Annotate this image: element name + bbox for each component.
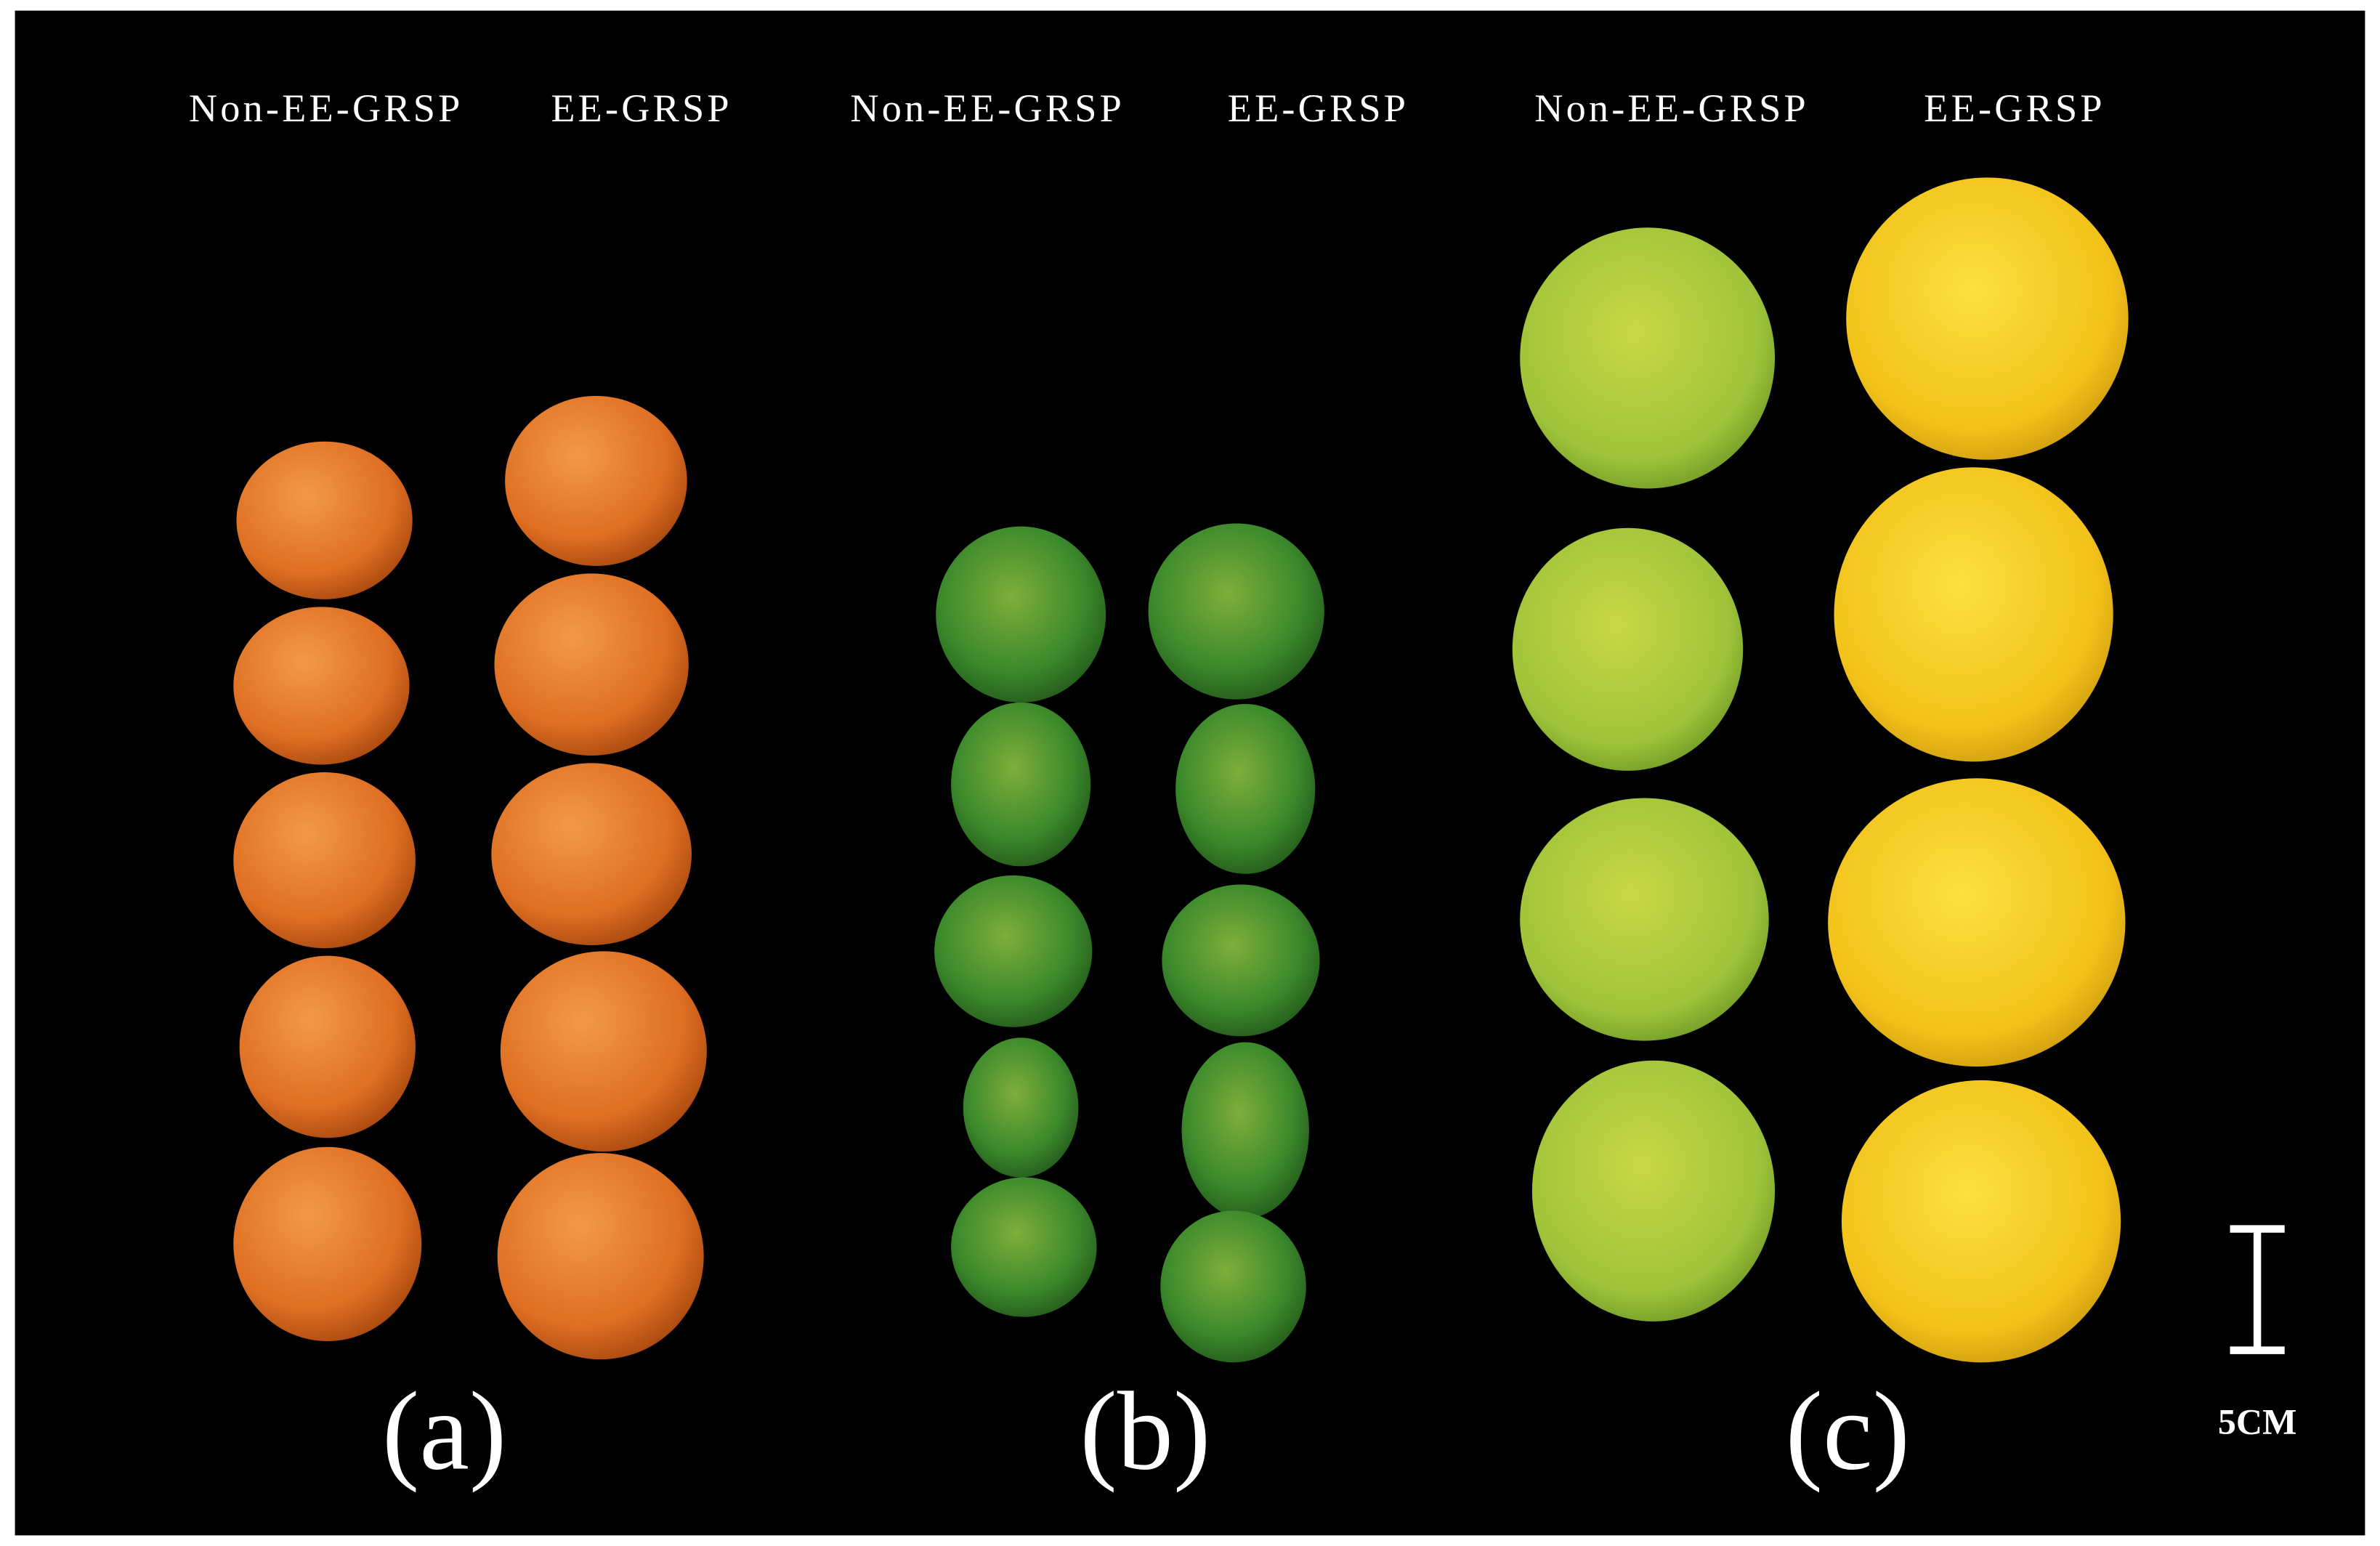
column-label: Non-EE-GRSP	[189, 86, 464, 130]
panel-label: (b)	[1080, 1369, 1210, 1493]
fruit	[1148, 523, 1324, 700]
fruit	[239, 955, 416, 1138]
fruit	[1834, 467, 2113, 762]
fruit	[233, 607, 410, 765]
fruit	[1181, 1042, 1309, 1218]
fruit	[1520, 798, 1769, 1041]
fruit	[1175, 703, 1316, 874]
fruit	[1160, 1210, 1306, 1363]
panel-label: (c)	[1786, 1369, 1910, 1493]
panel-label: (a)	[382, 1369, 506, 1493]
fruit	[1841, 1080, 2121, 1363]
fruits	[233, 177, 2129, 1363]
fruit	[491, 763, 692, 946]
scale-label: 5CM	[2218, 1401, 2297, 1441]
fruit	[951, 1177, 1097, 1317]
column-label: Non-EE-GRSP	[1534, 86, 1809, 130]
fruit	[934, 875, 1093, 1027]
fruit	[1846, 177, 2129, 460]
fruit	[1828, 778, 2126, 1067]
column-label: EE-GRSP	[1228, 86, 1409, 130]
fruit	[1162, 884, 1320, 1037]
fruit	[500, 951, 707, 1152]
column-label: EE-GRSP	[551, 86, 732, 130]
fruit	[963, 1037, 1079, 1178]
scale-bar	[2230, 1225, 2285, 1354]
fruit	[505, 396, 687, 566]
fruit	[1531, 1060, 1776, 1322]
column-label: Non-EE-GRSP	[850, 86, 1125, 130]
fruit	[497, 1153, 704, 1360]
fruit	[236, 441, 413, 599]
fruit	[494, 573, 689, 756]
fruit	[951, 702, 1091, 867]
column-label: EE-GRSP	[1924, 86, 2105, 130]
fruit	[936, 526, 1106, 703]
fruit	[1512, 527, 1744, 771]
fruit	[233, 1146, 422, 1342]
fruit	[233, 772, 416, 949]
fruit	[1520, 227, 1776, 489]
